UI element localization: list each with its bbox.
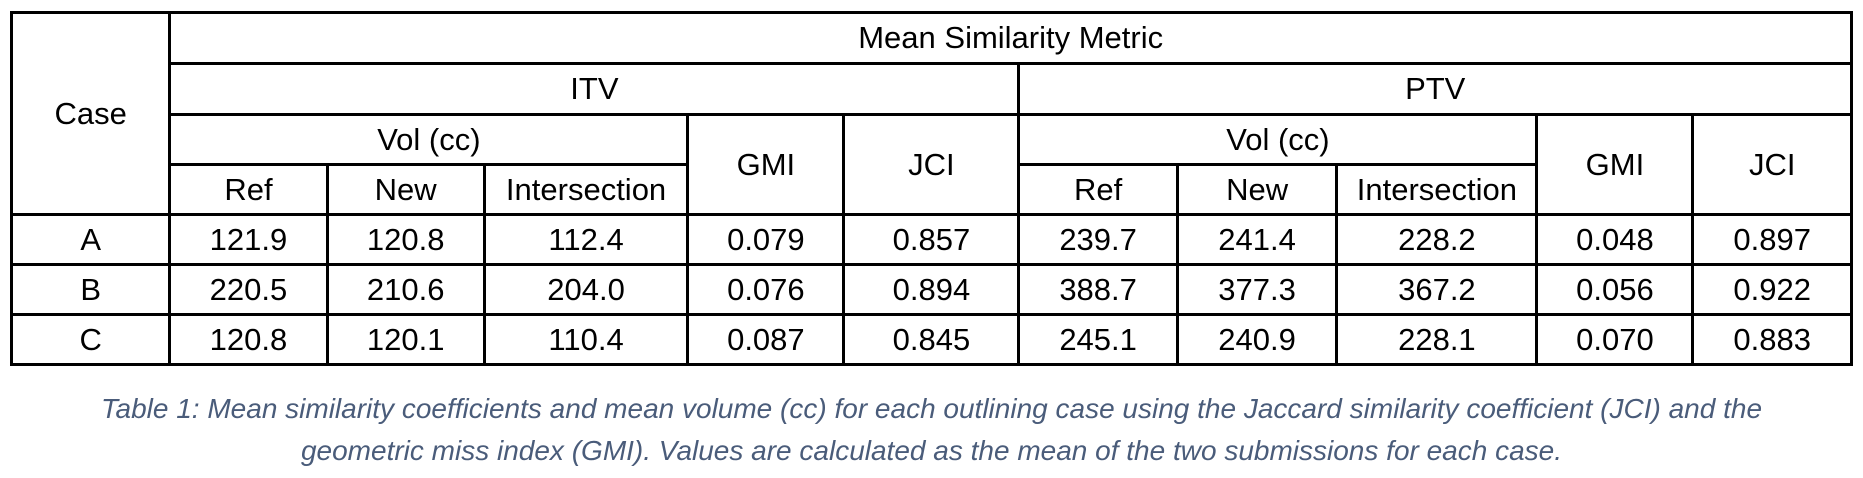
table-cell: 245.1 <box>1017 313 1179 366</box>
caption-line-2: geometric miss index (GMI). Values are c… <box>300 435 1563 466</box>
itv-ref-header: Ref <box>168 163 329 216</box>
ptv-vol-header: Vol (cc) <box>1017 113 1539 166</box>
table-row: C 120.8 120.1 110.4 0.087 0.845 245.1 24… <box>9 313 1853 366</box>
table-cell: 0.087 <box>686 313 846 366</box>
case-cell: C <box>9 313 172 366</box>
ptv-ref-header: Ref <box>1017 163 1179 216</box>
table-cell: 377.3 <box>1175 263 1339 316</box>
table-cell: 120.8 <box>325 213 486 266</box>
table-cell: 228.1 <box>1335 313 1539 366</box>
table-cell: 120.1 <box>325 313 486 366</box>
case-cell: A <box>9 213 172 266</box>
table-cell: 239.7 <box>1017 213 1179 266</box>
table-cell: 0.883 <box>1691 313 1853 366</box>
header-row-subcols: Ref New Intersection Ref New Intersectio… <box>12 163 1852 216</box>
table-cell: 228.2 <box>1335 213 1539 266</box>
group-header-itv: ITV <box>168 62 1021 116</box>
ptv-new-header: New <box>1175 163 1339 216</box>
table-cell: 0.048 <box>1535 213 1695 266</box>
table-cell: 0.076 <box>686 263 846 316</box>
table-cell: 240.9 <box>1175 313 1339 366</box>
ptv-intersection-header: Intersection <box>1335 163 1539 216</box>
table-cell: 210.6 <box>325 263 486 316</box>
table-cell: 121.9 <box>168 213 329 266</box>
case-header: Case <box>9 11 172 216</box>
table-row: B 220.5 210.6 204.0 0.076 0.894 388.7 37… <box>9 263 1853 316</box>
itv-vol-header: Vol (cc) <box>168 113 690 166</box>
header-row-metrics: Vol (cc) GMI JCI Vol (cc) GMI JCI <box>12 113 1853 216</box>
table-cell: 0.070 <box>1535 313 1695 366</box>
table-cell: 112.4 <box>482 213 690 266</box>
table-cell: 0.922 <box>1691 263 1853 316</box>
table-cell: 120.8 <box>168 313 329 366</box>
table-title: Mean Similarity Metric <box>168 11 1853 65</box>
table-cell: 0.079 <box>686 213 846 266</box>
itv-intersection-header: Intersection <box>482 163 690 216</box>
table-cell: 110.4 <box>482 313 690 366</box>
ptv-gmi-header: GMI <box>1535 113 1695 216</box>
header-row-title: Case Mean Similarity Metric <box>9 11 1853 216</box>
caption-line-1: Table 1: Mean similarity coefficients an… <box>100 393 1763 424</box>
table-caption: Table 1: Mean similarity coefficients an… <box>10 388 1853 472</box>
table-cell: 204.0 <box>482 263 690 316</box>
table-cell: 241.4 <box>1175 213 1339 266</box>
table-cell: 0.056 <box>1535 263 1695 316</box>
itv-new-header: New <box>325 163 486 216</box>
group-header-ptv: PTV <box>1017 62 1853 116</box>
table-cell: 0.894 <box>842 263 1021 316</box>
table-cell: 388.7 <box>1017 263 1179 316</box>
table-cell: 367.2 <box>1335 263 1539 316</box>
table-cell: 0.857 <box>842 213 1021 266</box>
case-cell: B <box>9 263 172 316</box>
itv-gmi-header: GMI <box>686 113 846 216</box>
table-cell: 0.897 <box>1691 213 1853 266</box>
ptv-jci-header: JCI <box>1691 113 1853 216</box>
table-cell: 220.5 <box>168 263 329 316</box>
itv-jci-header: JCI <box>842 113 1021 216</box>
table-cell: 0.845 <box>842 313 1021 366</box>
header-row-groups: ITV PTV <box>12 62 1853 116</box>
similarity-table: Case Mean Similarity Metric ITV PTV Vol … <box>9 11 1853 366</box>
table-row: A 121.9 120.8 112.4 0.079 0.857 239.7 24… <box>9 213 1853 266</box>
